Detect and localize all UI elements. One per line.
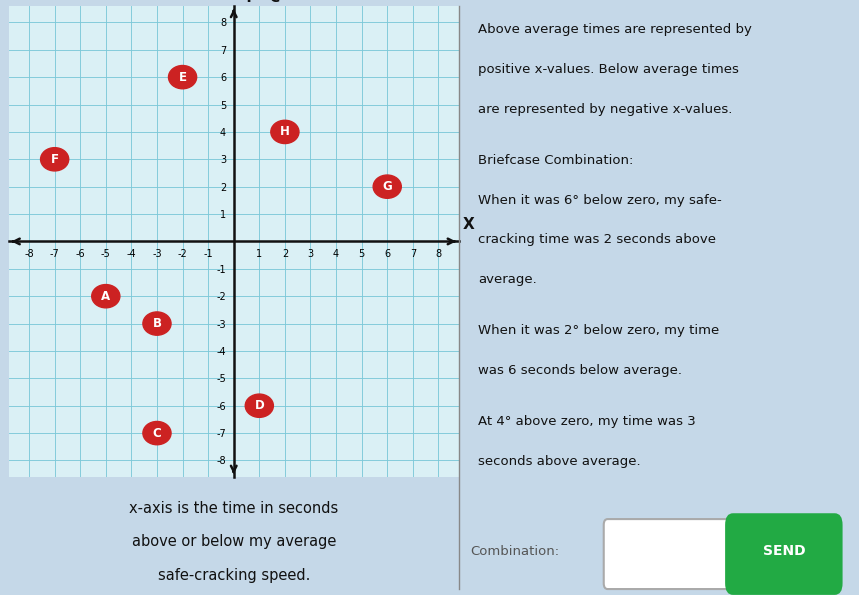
Text: A: A [101,290,110,303]
Text: seconds above average.: seconds above average. [478,455,641,468]
Text: C: C [153,427,161,440]
Text: SEND: SEND [763,544,805,558]
Text: X: X [463,217,474,232]
Ellipse shape [143,421,171,444]
Text: H: H [280,126,289,139]
Text: At 4° above zero, my time was 3: At 4° above zero, my time was 3 [478,415,696,428]
Text: F: F [51,153,58,166]
Text: safe-cracking speed.: safe-cracking speed. [157,568,310,583]
Ellipse shape [40,148,69,171]
Text: When it was 2° below zero, my time: When it was 2° below zero, my time [478,324,720,337]
Text: Above average times are represented by: Above average times are represented by [478,23,752,36]
Ellipse shape [245,394,273,417]
Ellipse shape [92,284,120,308]
Ellipse shape [373,175,401,198]
Text: D: D [254,399,265,412]
Text: x-axis is the time in seconds: x-axis is the time in seconds [129,501,338,516]
Ellipse shape [168,65,197,89]
Text: Briefcase Combination:: Briefcase Combination: [478,154,634,167]
FancyBboxPatch shape [604,519,729,589]
Text: cracking time was 2 seconds above: cracking time was 2 seconds above [478,233,716,246]
Text: average.: average. [478,273,537,286]
Text: B: B [153,317,161,330]
Text: When it was 6° below zero, my safe-: When it was 6° below zero, my safe- [478,194,722,206]
Text: Combination:: Combination: [471,544,560,558]
Text: Y  °C: Y °C [243,0,280,5]
Text: E: E [179,71,186,84]
Text: above or below my average: above or below my average [131,534,336,549]
Ellipse shape [143,312,171,335]
Ellipse shape [271,120,299,143]
FancyBboxPatch shape [725,513,843,595]
Text: G: G [382,180,392,193]
Text: are represented by negative x-values.: are represented by negative x-values. [478,103,733,116]
Text: positive x-values. Below average times: positive x-values. Below average times [478,63,740,76]
Text: was 6 seconds below average.: was 6 seconds below average. [478,364,682,377]
